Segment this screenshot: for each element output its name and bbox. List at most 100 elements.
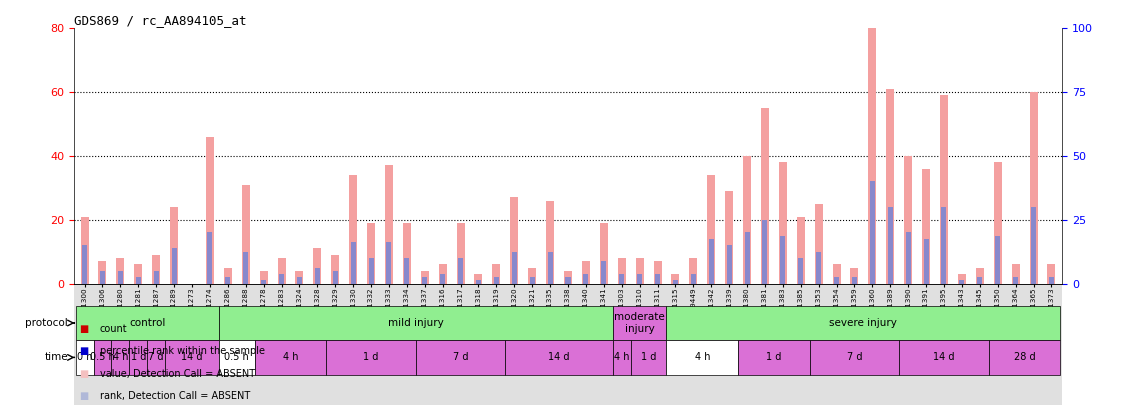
Bar bbox=[833, 264, 841, 284]
Bar bbox=[134, 264, 142, 284]
Bar bbox=[960, 280, 964, 284]
Bar bbox=[582, 261, 590, 284]
Bar bbox=[834, 277, 840, 284]
Bar bbox=[868, 19, 876, 283]
Text: ■: ■ bbox=[80, 324, 89, 334]
Bar bbox=[296, 277, 302, 284]
Bar bbox=[905, 232, 911, 284]
Bar bbox=[994, 162, 1002, 284]
Bar bbox=[367, 223, 375, 284]
Bar bbox=[368, 258, 374, 284]
Bar bbox=[922, 168, 930, 284]
Text: mild injury: mild injury bbox=[387, 318, 444, 328]
Bar bbox=[225, 277, 231, 284]
Text: ■: ■ bbox=[80, 369, 89, 379]
Bar bbox=[351, 242, 356, 284]
Bar bbox=[924, 239, 928, 284]
Bar bbox=[76, 340, 93, 375]
Bar bbox=[512, 252, 517, 284]
Bar bbox=[636, 258, 644, 284]
Bar bbox=[165, 340, 219, 375]
Bar bbox=[475, 274, 483, 284]
Bar bbox=[457, 223, 465, 284]
Bar bbox=[612, 340, 630, 375]
Bar bbox=[148, 340, 165, 375]
Bar bbox=[219, 340, 254, 375]
Bar bbox=[618, 258, 626, 284]
Text: 14 d: 14 d bbox=[182, 352, 202, 362]
Text: count: count bbox=[100, 324, 127, 334]
Bar bbox=[76, 306, 219, 340]
Text: 7 d: 7 d bbox=[846, 352, 862, 362]
Bar bbox=[254, 340, 326, 375]
Text: protocol: protocol bbox=[25, 318, 68, 328]
Text: 28 d: 28 d bbox=[1013, 352, 1035, 362]
Bar bbox=[118, 271, 123, 283]
Bar bbox=[708, 175, 716, 284]
Bar bbox=[172, 248, 176, 284]
Text: rank, Detection Call = ABSENT: rank, Detection Call = ABSENT bbox=[100, 391, 250, 401]
Bar bbox=[995, 236, 1000, 284]
Bar bbox=[667, 306, 1060, 340]
Bar bbox=[153, 271, 159, 283]
Bar bbox=[314, 248, 321, 284]
Bar bbox=[1013, 277, 1018, 284]
Bar bbox=[976, 268, 984, 284]
Bar bbox=[82, 245, 87, 284]
Bar bbox=[709, 239, 713, 284]
Bar bbox=[810, 340, 900, 375]
Bar bbox=[744, 232, 750, 284]
Bar bbox=[653, 261, 661, 284]
Bar bbox=[546, 200, 554, 284]
Bar bbox=[780, 236, 785, 284]
Text: time: time bbox=[44, 352, 68, 362]
Bar bbox=[528, 268, 536, 284]
Text: 7 d: 7 d bbox=[149, 352, 164, 362]
Bar bbox=[494, 277, 499, 284]
Bar bbox=[563, 271, 573, 283]
Bar bbox=[206, 137, 214, 284]
Bar bbox=[404, 258, 409, 284]
Bar bbox=[116, 258, 125, 284]
Bar bbox=[440, 274, 445, 284]
Bar bbox=[423, 277, 427, 284]
Bar bbox=[900, 340, 988, 375]
Bar bbox=[630, 340, 667, 375]
Bar bbox=[81, 217, 89, 284]
Bar bbox=[349, 175, 357, 284]
Bar bbox=[600, 223, 608, 284]
Bar bbox=[208, 232, 212, 284]
Bar bbox=[673, 280, 678, 284]
Bar bbox=[655, 274, 660, 284]
Bar bbox=[852, 277, 857, 284]
Bar bbox=[851, 268, 859, 284]
Bar bbox=[796, 217, 804, 284]
Text: 4 h: 4 h bbox=[613, 352, 629, 362]
Bar bbox=[691, 274, 696, 284]
Bar bbox=[279, 274, 284, 284]
Bar bbox=[326, 340, 416, 375]
Bar bbox=[988, 340, 1060, 375]
Bar bbox=[779, 162, 787, 284]
Text: 1 d: 1 d bbox=[766, 352, 782, 362]
Bar bbox=[420, 271, 428, 283]
Bar bbox=[99, 261, 107, 284]
Bar bbox=[612, 306, 667, 340]
Text: percentile rank within the sample: percentile rank within the sample bbox=[100, 346, 265, 356]
Bar bbox=[601, 261, 607, 284]
Bar bbox=[295, 271, 303, 283]
Bar bbox=[743, 156, 751, 284]
Text: 0 h: 0 h bbox=[77, 352, 92, 362]
Text: 1 d: 1 d bbox=[641, 352, 657, 362]
Bar bbox=[584, 274, 588, 284]
Bar bbox=[529, 277, 535, 284]
Bar bbox=[315, 268, 320, 284]
Bar bbox=[690, 258, 698, 284]
Text: 0.5 h: 0.5 h bbox=[225, 352, 249, 362]
Bar bbox=[242, 185, 250, 284]
Bar bbox=[886, 89, 894, 284]
Bar bbox=[725, 191, 733, 284]
Bar bbox=[566, 277, 570, 284]
Bar bbox=[403, 223, 411, 284]
Bar bbox=[1047, 264, 1055, 284]
